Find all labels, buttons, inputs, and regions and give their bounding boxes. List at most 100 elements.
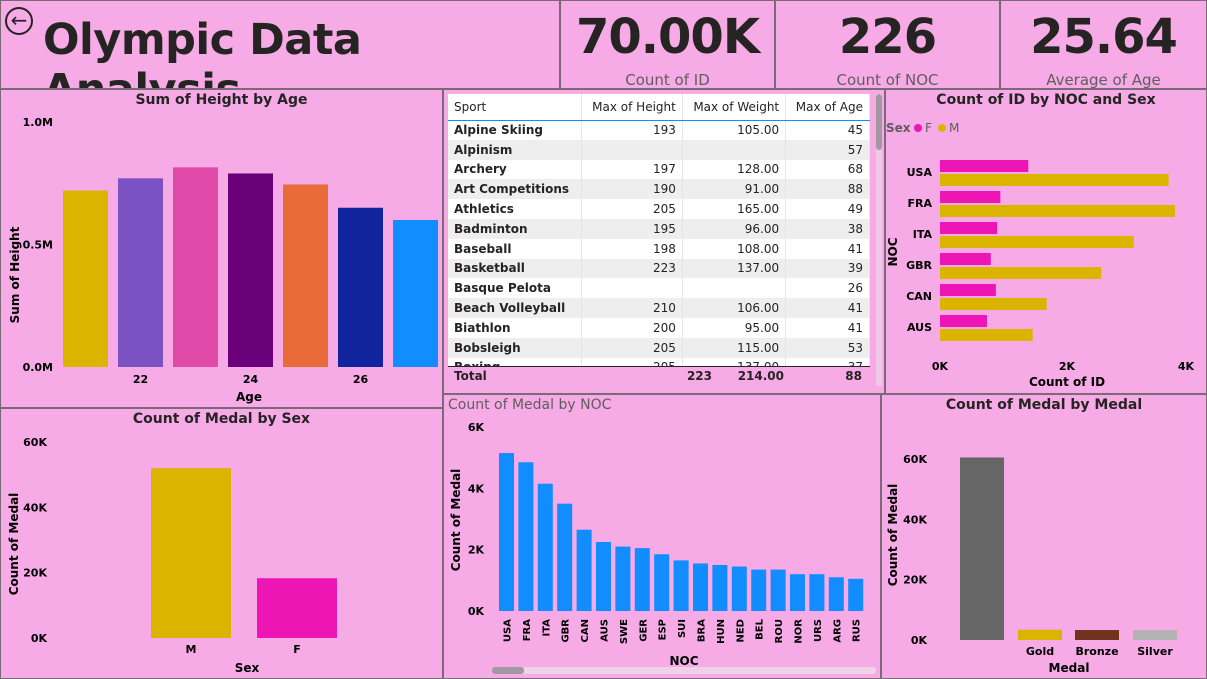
bar-noc-ARG xyxy=(828,577,844,611)
cell-value: 57 xyxy=(785,139,870,160)
table-row[interactable]: Basketball 223 137.00 39 xyxy=(448,258,870,279)
cell-value: 53 xyxy=(785,337,870,358)
cell-value: 198 xyxy=(581,238,683,259)
chart-horizontal-scrollbar[interactable] xyxy=(492,667,876,674)
bar-noc-NED xyxy=(731,566,747,611)
x-tick-label: 2K xyxy=(1059,360,1076,373)
table-row[interactable]: Athletics 205 165.00 49 xyxy=(448,199,870,219)
table-row[interactable]: Basque Pelota 26 xyxy=(448,278,870,299)
x-tick-label: Bronze xyxy=(1075,645,1118,658)
bar-noc-ITA xyxy=(537,483,553,611)
y-axis-title: Sum of Height xyxy=(8,226,22,323)
bar-medal-Gold xyxy=(1018,629,1062,640)
y-tick-label: 20K xyxy=(903,574,927,587)
cell-sport: Baseball xyxy=(448,238,582,259)
bar-noc-GER xyxy=(634,548,650,611)
cell-value: 105.00 xyxy=(682,120,787,140)
back-arrow-icon[interactable]: ← xyxy=(5,7,33,35)
x-tick-label: SUI xyxy=(677,619,688,638)
bar-noc-CAN xyxy=(576,529,592,611)
cell-sport: Archery xyxy=(448,159,582,180)
sport-table[interactable]: Sport Max of Height Max of Weight Max of… xyxy=(448,94,870,378)
bar-age-22 xyxy=(118,178,163,367)
bar-noc-BRA xyxy=(693,563,708,611)
y-tick-label: 0.0M xyxy=(23,361,53,374)
y-tick-label: 40K xyxy=(903,513,927,526)
x-axis-title: Count of ID xyxy=(1029,375,1105,389)
legend-label-M: M xyxy=(949,121,959,135)
bar-noc-HUN xyxy=(712,565,728,611)
x-tick-label: HUN xyxy=(716,619,727,644)
y-axis-title: NOC xyxy=(886,237,900,266)
kpi-card-count-id: 70.00K Count of ID xyxy=(560,0,775,89)
y-tick-label: 1.0M xyxy=(23,116,53,129)
cell-value: 197 xyxy=(581,159,683,180)
table-row[interactable]: Bobsleigh 205 115.00 53 xyxy=(448,337,870,358)
table-row[interactable]: Art Competitions 190 91.00 88 xyxy=(448,179,870,200)
table-header-row: Sport Max of Height Max of Weight Max of… xyxy=(448,94,870,121)
col-header-max-height[interactable]: Max of Height xyxy=(581,94,683,121)
table-row[interactable]: Alpinism 57 xyxy=(448,139,870,160)
bar-age-25 xyxy=(283,184,328,367)
bar-ITA-F xyxy=(940,222,998,234)
chart-medal-by-medal[interactable]: Count of Medal by Medal 0K 20K 40K 60K Gold B… xyxy=(881,394,1207,679)
chart-title: Count of ID by NOC and Sex xyxy=(936,92,1156,108)
table-row[interactable]: Baseball 198 108.00 41 xyxy=(448,238,870,259)
cell-sport: Art Competitions xyxy=(448,179,582,200)
y-tick-label: 60K xyxy=(23,436,47,449)
cell-value: 41 xyxy=(785,317,870,338)
kpi-value: 70.00K xyxy=(575,9,760,65)
y-tick-label: AUS xyxy=(907,321,932,334)
total-max-height: 223 xyxy=(686,369,712,383)
bar-noc-NOR xyxy=(790,574,805,611)
scrollbar-thumb[interactable] xyxy=(876,94,882,150)
bar-medal-Silver xyxy=(1133,630,1177,640)
medal-by-sex-svg: 0K 20K 40K 60K M F Sex Count of Medal xyxy=(7,436,337,675)
y-axis-title: Count of Medal xyxy=(7,493,21,596)
chart-id-by-noc-sex[interactable]: Count of ID by NOC and Sex Sex F M USA FRA IT… xyxy=(885,89,1207,394)
chart-height-by-age[interactable]: Sum of Height by Age 0.0M 0.5M 1.0M 22 24 26 A… xyxy=(0,89,443,408)
bar-age-24 xyxy=(228,173,273,367)
table-row[interactable]: Biathlon 200 95.00 41 xyxy=(448,317,870,338)
cell-sport: Beach Volleyball xyxy=(448,298,582,318)
x-tick-label: 4K xyxy=(1178,360,1195,373)
cell-value: 68 xyxy=(785,159,870,180)
scrollbar-thumb[interactable] xyxy=(492,667,524,674)
x-tick-label: GBR xyxy=(561,619,572,643)
bar-CAN-F xyxy=(940,284,996,296)
total-max-weight: 214.00 xyxy=(737,369,784,383)
x-tick-label: 22 xyxy=(133,373,148,386)
y-tick-label: 40K xyxy=(23,501,47,514)
bar-CAN-M xyxy=(940,298,1047,310)
chart-medal-by-sex[interactable]: Count of Medal by Sex 0K 20K 40K 60K M F Sex Co… xyxy=(0,408,443,679)
y-tick-label: 4K xyxy=(468,482,485,495)
table-row[interactable]: Archery 197 128.00 68 xyxy=(448,159,870,180)
y-tick-label: 60K xyxy=(903,453,927,466)
cell-value: 88 xyxy=(785,179,870,200)
cell-value: 39 xyxy=(785,258,870,279)
bar-medal-Bronze xyxy=(1075,630,1119,640)
chart-medal-by-noc[interactable]: Count of Medal by NOC 0K 2K 4K 6K USA FRA ITA G… xyxy=(443,394,881,679)
bar-noc-RUS xyxy=(848,578,864,611)
chart-title: Count of Medal by Medal xyxy=(945,397,1143,413)
title-panel: ← Olympic Data Analysis xyxy=(0,0,560,89)
x-tick-label: FRA xyxy=(522,619,533,642)
bar-age-23 xyxy=(173,167,218,367)
table-row[interactable]: Beach Volleyball 210 106.00 41 xyxy=(448,298,870,318)
chart-title: Count of Medal by NOC xyxy=(448,397,612,413)
sport-table-panel[interactable]: Sport Max of Height Max of Weight Max of… xyxy=(443,89,885,394)
cell-value: 200 xyxy=(581,317,683,338)
table-vertical-scrollbar[interactable] xyxy=(876,94,882,386)
total-max-age: 88 xyxy=(845,369,862,383)
x-tick-label: ARG xyxy=(832,619,843,643)
col-header-max-age[interactable]: Max of Age xyxy=(785,94,870,121)
y-tick-label: 6K xyxy=(468,421,485,434)
x-tick-label: NED xyxy=(735,619,746,643)
y-tick-label: 0K xyxy=(468,605,485,618)
col-header-max-weight[interactable]: Max of Weight xyxy=(682,94,787,121)
y-axis-title: Count of Medal xyxy=(449,469,463,572)
kpi-label: Count of ID xyxy=(625,71,710,89)
col-header-sport[interactable]: Sport xyxy=(448,94,582,121)
table-row[interactable]: Alpine Skiing 193 105.00 45 xyxy=(448,120,870,140)
table-row[interactable]: Badminton 195 96.00 38 xyxy=(448,218,870,239)
